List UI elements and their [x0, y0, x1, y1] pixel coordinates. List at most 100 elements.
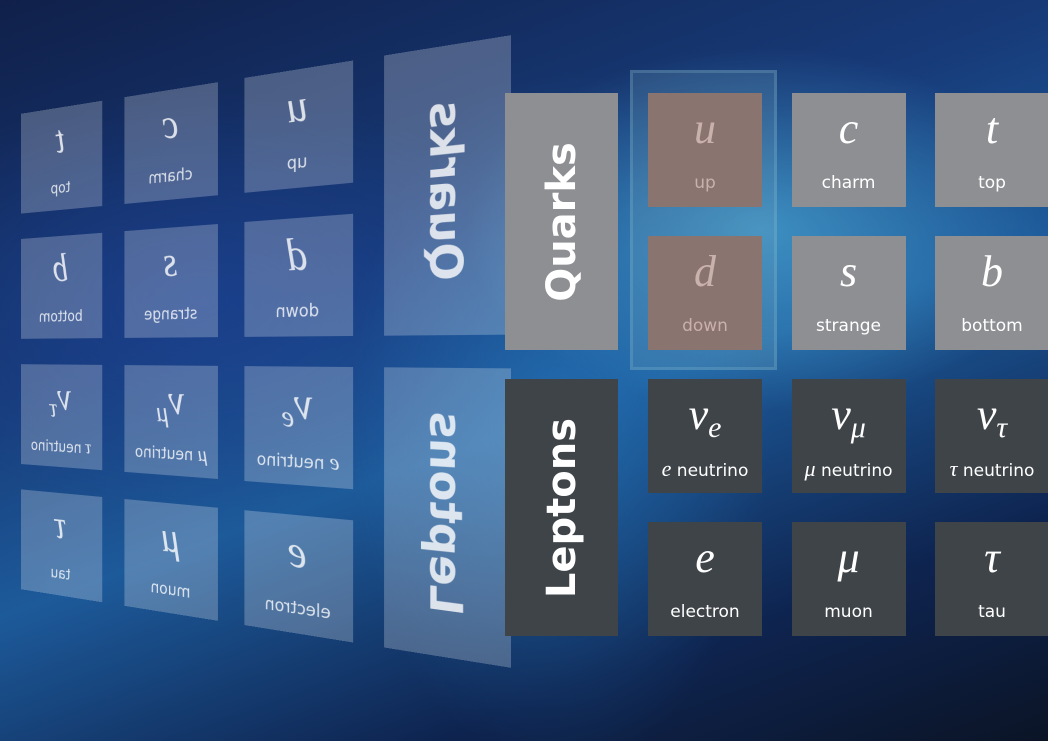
particle-symbol: u	[244, 73, 353, 138]
particle-symbol: d	[244, 227, 353, 283]
particle-cell: νe e neutrino	[244, 366, 353, 489]
particle-name: μ neutrino	[125, 440, 219, 467]
particle-name: up	[244, 146, 353, 178]
name: down	[275, 300, 319, 322]
particle-symbol: b	[21, 244, 102, 292]
particle-name: τ neutrino	[935, 459, 1048, 481]
particle-name: top	[21, 175, 102, 202]
group-label-text: Leptons	[539, 417, 585, 597]
symbol: u	[694, 104, 716, 153]
name-prefix: μ	[198, 441, 207, 466]
particle-symbol: νe	[244, 378, 353, 445]
particle-cell[interactable]: t top	[935, 93, 1048, 207]
name-prefix: μ	[804, 456, 815, 481]
particle-cell: e electron	[244, 510, 353, 642]
reflection: Quarks u up c charm t top d down s strange b bottom L…	[22, 35, 511, 668]
particle-symbol: μ	[125, 510, 219, 567]
name: bottom	[39, 307, 83, 326]
particle-cell[interactable]: b bottom	[935, 236, 1048, 350]
particle-name: bottom	[21, 307, 102, 327]
symbol: ν	[831, 390, 851, 439]
particle-cell[interactable]: c charm	[792, 93, 906, 207]
particle-name: strange	[792, 316, 906, 336]
particle-name: e neutrino	[648, 459, 762, 481]
particle-symbol: c	[792, 105, 906, 153]
symbol: e	[695, 533, 715, 582]
particle-name: down	[648, 316, 762, 336]
particle-symbol: c	[125, 94, 219, 153]
particle-symbol: ντ	[935, 391, 1048, 452]
particle-cell[interactable]: d down	[648, 236, 762, 350]
particle-cell[interactable]: e electron	[648, 522, 762, 636]
particle-symbol: s	[125, 236, 219, 287]
particle-name: electron	[648, 602, 762, 622]
particle-cell: d down	[244, 214, 353, 337]
name: neutrino	[31, 437, 82, 458]
particle-name: top	[935, 173, 1048, 193]
particle-cell[interactable]: s strange	[792, 236, 906, 350]
symbol: ν	[57, 374, 71, 419]
symbol: ν	[977, 390, 997, 439]
name-prefix: τ	[950, 456, 958, 481]
name: down	[682, 316, 728, 336]
group-label-text: Quarks	[539, 142, 585, 302]
particle-symbol: d	[648, 248, 762, 296]
particle-name: strange	[125, 303, 219, 324]
particle-symbol: τ	[21, 500, 102, 552]
particle-symbol: b	[935, 248, 1048, 296]
particle-symbol: τ	[935, 534, 1048, 582]
symbol: μ	[161, 513, 179, 562]
symbol: τ	[984, 533, 1000, 582]
particle-cell: τ tau	[21, 489, 102, 602]
symbol: b	[53, 245, 69, 290]
name: tau	[978, 602, 1006, 622]
particle-symbol: νe	[648, 391, 762, 452]
name: top	[51, 178, 71, 198]
group-label-text: Leptons	[420, 410, 472, 617]
symbol: ν	[689, 390, 709, 439]
name: muon	[824, 602, 873, 622]
particle-cell[interactable]: u up	[648, 93, 762, 207]
particle-cell: b bottom	[21, 233, 102, 339]
particle-name: charm	[125, 161, 219, 190]
particle-cell[interactable]: μ muon	[792, 522, 906, 636]
particle-symbol: νμ	[792, 391, 906, 452]
particle-symbol: ντ	[21, 375, 102, 433]
particle-name: e neutrino	[244, 447, 353, 477]
name: bottom	[961, 316, 1022, 336]
name: muon	[151, 578, 191, 603]
particle-cell[interactable]: τ tau	[935, 522, 1048, 636]
group-label: Quarks	[505, 93, 618, 350]
symbol: s	[840, 247, 857, 296]
particle-symbol: νμ	[125, 376, 219, 438]
name: neutrino	[135, 442, 193, 465]
symbol: c	[162, 99, 178, 148]
name: tau	[51, 564, 71, 585]
particle-cell[interactable]: ντ τ neutrino	[935, 379, 1048, 493]
name: neutrino	[821, 461, 893, 481]
particle-grid: Quarks u up c charm t top d down s strange b bottom L…	[505, 93, 1048, 636]
name: strange	[816, 316, 881, 336]
name: neutrino	[963, 461, 1035, 481]
name: electron	[265, 594, 331, 624]
name: neutrino	[677, 461, 749, 481]
name-prefix: e	[330, 448, 340, 475]
particle-name: τ neutrino	[21, 434, 102, 459]
particle-cell: νμ μ neutrino	[125, 365, 219, 479]
particle-name: bottom	[935, 316, 1048, 336]
symbol: s	[163, 238, 177, 286]
particle-cell[interactable]: νμ μ neutrino	[792, 379, 906, 493]
symbol: μ	[837, 533, 859, 582]
particle-name: down	[244, 300, 353, 323]
name-prefix: τ	[86, 435, 92, 458]
particle-symbol: t	[21, 112, 102, 167]
particle-name: tau	[21, 559, 102, 589]
name: up	[694, 173, 716, 193]
group-label: Leptons	[505, 379, 618, 636]
particle-cell: s strange	[125, 224, 219, 338]
symbol: ν	[294, 378, 313, 430]
symbol: ν	[168, 376, 184, 424]
particle-cell[interactable]: νe e neutrino	[648, 379, 762, 493]
particle-name: charm	[792, 173, 906, 193]
